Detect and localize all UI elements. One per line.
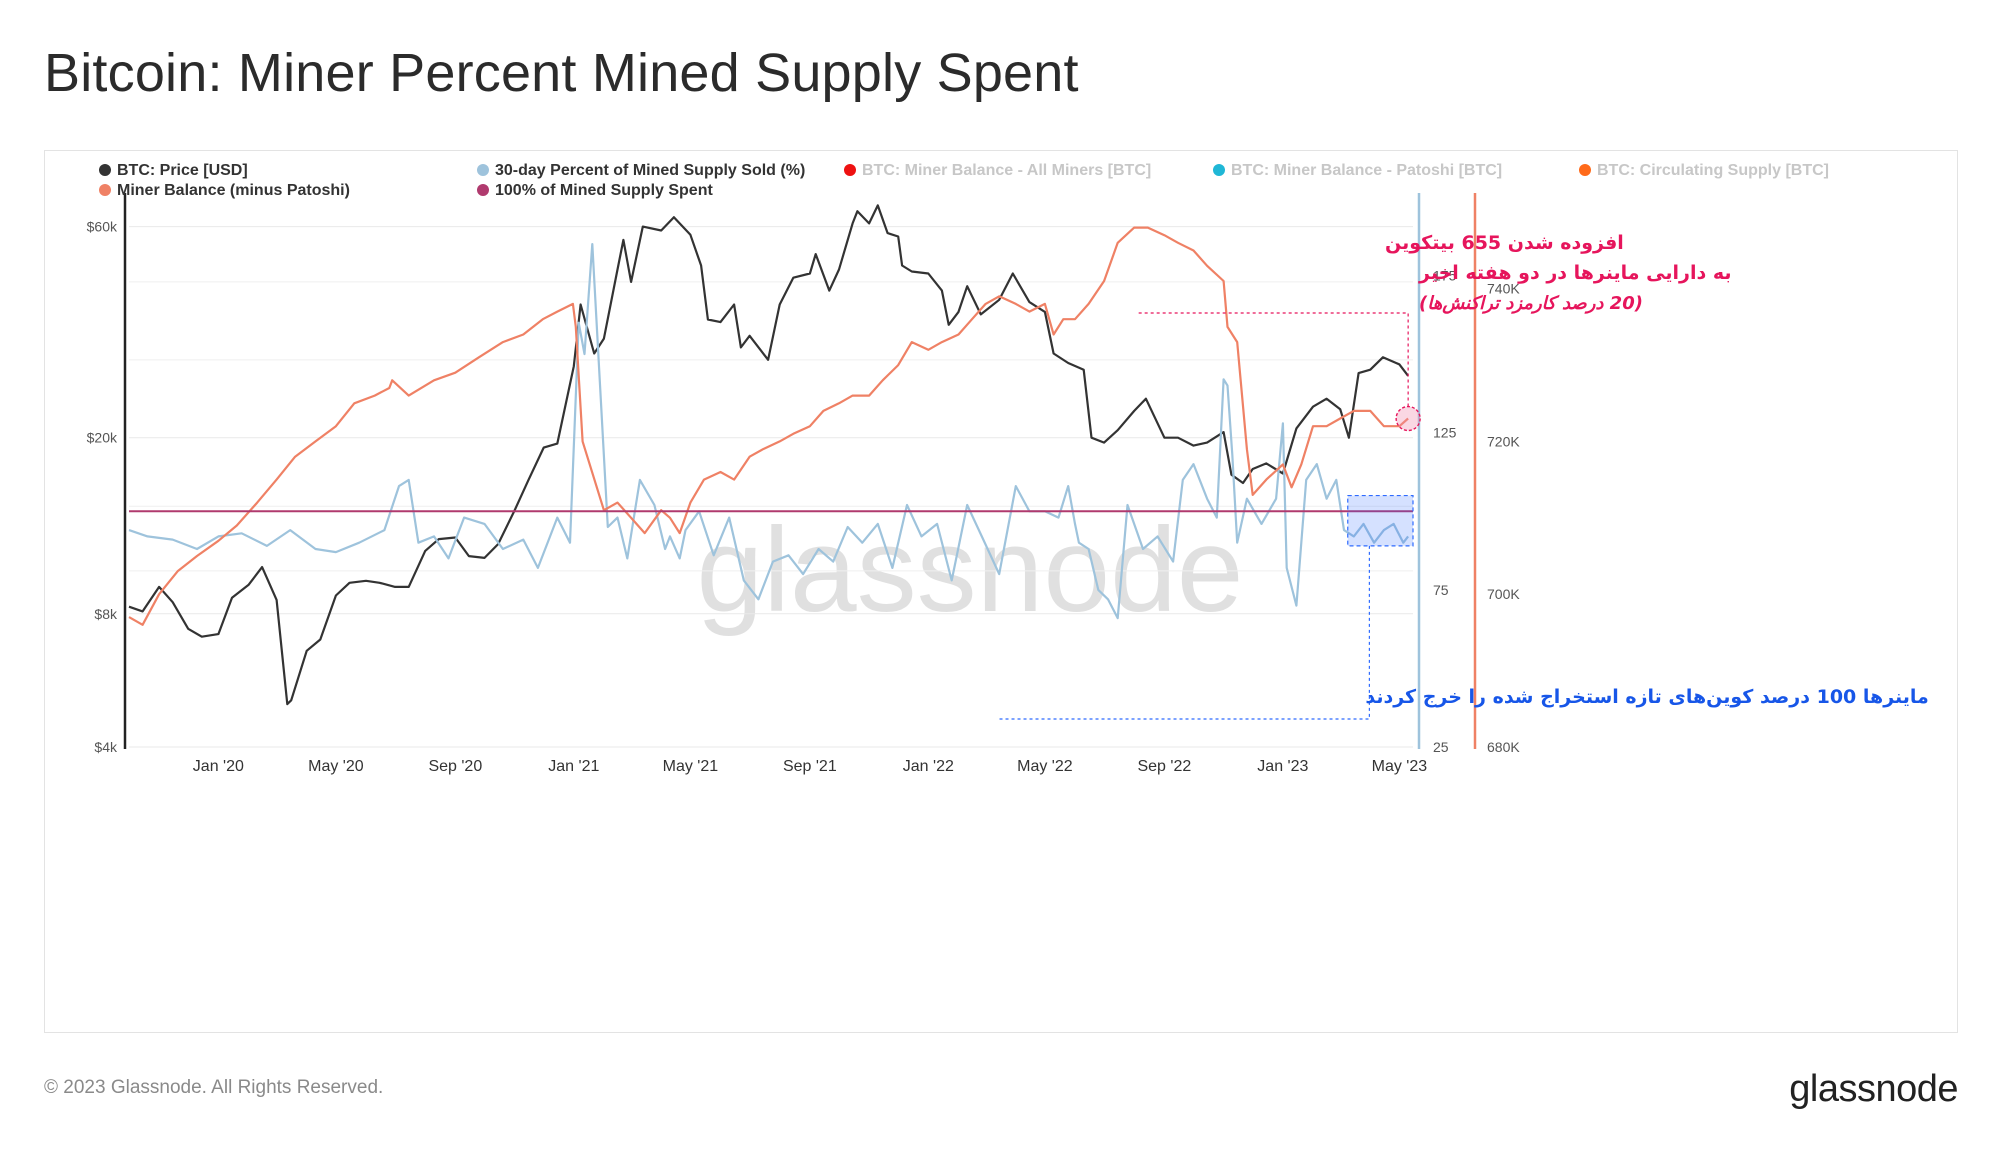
watermark: glassnode	[696, 503, 1243, 637]
price-tick-label: $4k	[94, 739, 118, 755]
legend-swatch	[1579, 164, 1591, 176]
legend-swatch	[99, 164, 111, 176]
price-tick-label: $8k	[94, 606, 118, 622]
highlight-circle	[1395, 405, 1421, 432]
legend-label: Miner Balance (minus Patoshi)	[117, 182, 350, 199]
annotation-text-pink: (20 درصد کارمزد تراکنش‌ها)	[1419, 293, 1643, 314]
annotation-text-blue: ماینرها 100 درصد کوین‌های تازه استخراج ش…	[1365, 686, 1928, 708]
series-line-percent	[128, 242, 1409, 620]
x-tick-label: Sep '21	[783, 758, 837, 775]
legend-item[interactable]: 100% of Mined Supply Spent	[477, 182, 713, 199]
legend-swatch	[99, 184, 111, 196]
copyright-text: © 2023 Glassnode. All Rights Reserved.	[44, 1077, 384, 1098]
legend-swatch	[1213, 164, 1225, 176]
legend: BTC: Price [USD] 30-day Percent of Mined …	[99, 162, 1829, 199]
balance-tick-label: 720K	[1487, 433, 1520, 449]
balance-tick-label: 700K	[1487, 586, 1520, 602]
legend-label: BTC: Price [USD]	[117, 162, 248, 179]
page-title: Bitcoin: Miner Percent Mined Supply Spen…	[44, 43, 1079, 103]
legend-label: 30-day Percent of Mined Supply Sold (%)	[495, 162, 805, 179]
legend-swatch	[477, 164, 489, 176]
axes: $4k $8k $20k $60k 25 75 125 175 680K 700K 720K 740K…	[87, 193, 1520, 775]
annotation-text-pink: به دارایی ماینرها در دو هفته اخیر	[1418, 262, 1732, 284]
percent-tick-label: 175	[1433, 268, 1457, 284]
x-tick-label: May '20	[308, 758, 364, 775]
series-lines	[128, 204, 1413, 706]
x-tick-label: May '23	[1372, 758, 1428, 775]
legend-item[interactable]: BTC: Miner Balance - Patoshi [BTC]	[1213, 162, 1502, 179]
legend-item[interactable]: 30-day Percent of Mined Supply Sold (%)	[477, 162, 805, 179]
series-line-balance	[128, 226, 1409, 626]
chart-svg: glassnode $4k $8k $20k $60k 25 75 125 175 680K 70…	[87, 162, 1929, 775]
x-tick-label: Jan '21	[548, 758, 599, 775]
balance-tick-label: 680K	[1487, 739, 1520, 755]
legend-swatch	[477, 184, 489, 196]
x-tick-label: Jan '22	[903, 758, 954, 775]
legend-label: BTC: Circulating Supply [BTC]	[1597, 162, 1829, 179]
grid-lines	[129, 226, 1413, 748]
percent-tick-label: 75	[1433, 582, 1449, 598]
series-line-price	[128, 204, 1409, 706]
annotation-leader-pink	[1138, 312, 1409, 407]
x-tick-label: May '21	[663, 758, 719, 775]
legend-swatch	[844, 164, 856, 176]
chart-panel: glassnode $4k $8k $20k $60k 25 75 125 175 680K 70…	[44, 150, 1958, 1033]
legend-label: 100% of Mined Supply Spent	[495, 182, 713, 199]
annotations: ماینرها 100 درصد کوین‌های تازه استخراج ش…	[999, 232, 1929, 720]
legend-item[interactable]: BTC: Price [USD]	[99, 162, 248, 179]
legend-item[interactable]: Miner Balance (minus Patoshi)	[99, 182, 350, 199]
legend-label: BTC: Miner Balance - Patoshi [BTC]	[1231, 162, 1502, 179]
legend-label: BTC: Miner Balance - All Miners [BTC]	[862, 162, 1151, 179]
x-tick-label: May '22	[1017, 758, 1073, 775]
annotation-text-pink: افزوده شدن 655 بیتکوین	[1385, 232, 1624, 254]
x-tick-label: Sep '20	[428, 758, 482, 775]
x-tick-label: Sep '22	[1137, 758, 1191, 775]
percent-tick-label: 125	[1433, 425, 1457, 441]
glassnode-logo[interactable]: glassnode	[1789, 1068, 1958, 1110]
highlight-box	[1347, 494, 1414, 547]
percent-tick-label: 25	[1433, 739, 1449, 755]
legend-item[interactable]: BTC: Circulating Supply [BTC]	[1579, 162, 1829, 179]
x-tick-label: Jan '20	[193, 758, 244, 775]
x-tick-label: Jan '23	[1257, 758, 1308, 775]
balance-tick-label: 740K	[1487, 281, 1520, 297]
price-tick-label: $60k	[87, 219, 118, 235]
price-tick-label: $20k	[87, 430, 118, 446]
legend-item[interactable]: BTC: Miner Balance - All Miners [BTC]	[844, 162, 1151, 179]
